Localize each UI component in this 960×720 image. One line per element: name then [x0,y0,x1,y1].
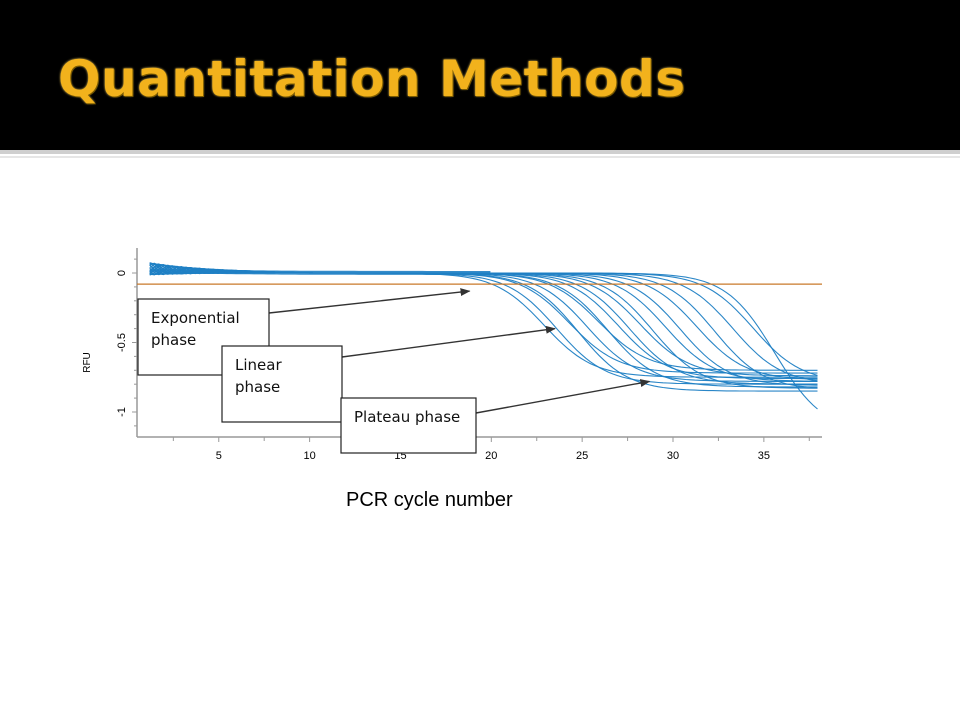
x-tick-label: 10 [303,450,315,462]
title-divider-secondary [0,156,960,158]
x-tick-label: 20 [485,450,497,462]
baseline-band [149,268,491,275]
x-axis-caption: PCR cycle number [346,489,513,511]
linear-phase-callout-text: Linear [235,356,282,374]
plateau-phase-callout-text: Plateau phase [354,408,460,426]
exponential-phase-arrow [268,288,471,314]
exponential-phase-callout-text: phase [151,331,196,349]
plateau-phase-callout-box [340,397,477,454]
x-tick-label: 25 [576,450,588,462]
x-tick-label: 30 [667,450,679,462]
y-axis-label: RFU [82,352,93,373]
plateau-phase-arrow [475,379,651,414]
exponential-phase-callout-text: Exponential [151,309,240,327]
y-tick-label: 0 [116,270,128,276]
x-tick-label: 35 [758,450,770,462]
title-bar [0,0,960,150]
x-tick-label: 5 [216,450,222,462]
linear-phase-callout-text: phase [235,378,280,396]
title-divider [0,150,960,154]
slide-title: Quantitation Methods [58,50,686,108]
linear-phase-callout-box [221,345,343,423]
linear-phase-arrow [341,325,556,358]
y-tick-label: -1 [116,407,128,417]
y-tick-label: -0.5 [116,333,128,352]
